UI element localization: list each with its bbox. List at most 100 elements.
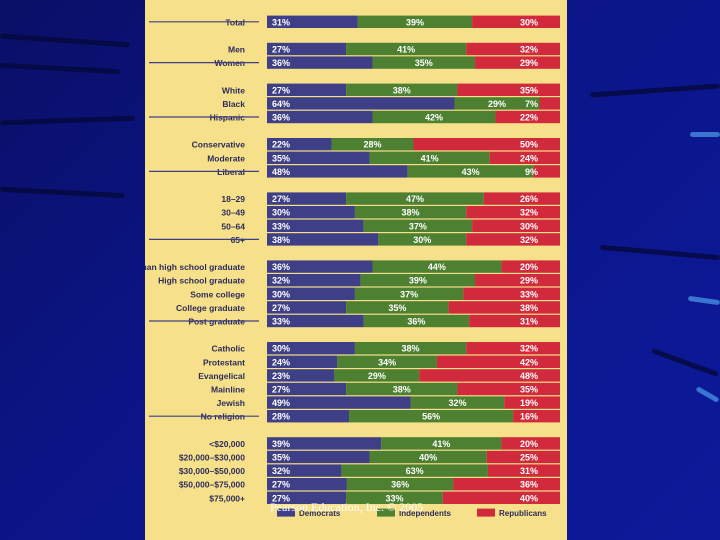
data-label: 41% bbox=[397, 45, 415, 55]
data-label: 38% bbox=[393, 385, 411, 395]
bar-democrats bbox=[267, 355, 338, 368]
data-label: 26% bbox=[520, 194, 538, 204]
data-label: 37% bbox=[400, 289, 418, 299]
bar-republicans bbox=[466, 42, 560, 56]
legend-label-republicans: Republicans bbox=[499, 509, 547, 518]
data-label: 39% bbox=[409, 276, 427, 286]
data-label: 19% bbox=[520, 398, 538, 408]
bar-democrats bbox=[267, 151, 370, 164]
data-label: 29% bbox=[488, 99, 506, 109]
data-label: 25% bbox=[520, 453, 538, 463]
data-label: 33% bbox=[272, 221, 290, 231]
data-label: 47% bbox=[406, 194, 424, 204]
bar-independents bbox=[407, 165, 534, 178]
data-label: 38% bbox=[402, 344, 420, 354]
bar-independents bbox=[354, 287, 464, 300]
row-label-mainline: Mainline bbox=[211, 385, 245, 395]
bar-democrats bbox=[267, 42, 347, 56]
data-label: 33% bbox=[272, 317, 290, 327]
bar-democrats bbox=[267, 192, 347, 205]
bar-democrats bbox=[267, 396, 411, 409]
data-label: 27% bbox=[272, 85, 290, 95]
bar-democrats bbox=[267, 314, 364, 328]
background-streak bbox=[690, 132, 720, 137]
data-label: 36% bbox=[272, 58, 290, 68]
data-label: 30% bbox=[272, 344, 290, 354]
data-label: 35% bbox=[388, 303, 406, 313]
data-label: 64% bbox=[272, 99, 290, 109]
bar-republicans bbox=[472, 219, 560, 232]
data-label: 39% bbox=[272, 439, 290, 449]
row-label-less-than-high-school-graduate: Less than high school graduate bbox=[145, 262, 245, 272]
bar-democrats bbox=[267, 464, 342, 477]
data-label: 40% bbox=[419, 453, 437, 463]
data-label: 35% bbox=[415, 58, 433, 68]
bar-independents bbox=[372, 110, 496, 124]
bar-republicans bbox=[513, 410, 560, 423]
bar-republicans bbox=[457, 382, 560, 396]
bar-independents bbox=[378, 233, 467, 246]
data-label: 30% bbox=[413, 235, 431, 245]
data-label: 7% bbox=[525, 99, 538, 109]
data-label: 27% bbox=[272, 480, 290, 490]
bar-republicans bbox=[436, 355, 560, 368]
bar-republicans bbox=[442, 491, 560, 504]
data-label: 20% bbox=[520, 439, 538, 449]
legend-swatch-democrats bbox=[277, 508, 295, 517]
row-label-catholic: Catholic bbox=[211, 344, 245, 354]
bar-independents bbox=[354, 206, 467, 219]
bar-democrats bbox=[267, 491, 347, 504]
bar-independents bbox=[346, 478, 454, 491]
data-label: 30% bbox=[520, 221, 538, 231]
data-label: 38% bbox=[402, 208, 420, 218]
background-streak bbox=[0, 186, 126, 199]
bar-democrats bbox=[267, 165, 408, 178]
row-label-moderate: Moderate bbox=[207, 153, 245, 163]
bar-independents bbox=[372, 56, 476, 69]
data-label: 41% bbox=[421, 153, 439, 163]
bar-democrats bbox=[267, 382, 347, 396]
data-label: 48% bbox=[520, 371, 538, 381]
bar-democrats bbox=[267, 478, 347, 491]
row-label-jewish: Jewish bbox=[217, 398, 245, 408]
data-label: 24% bbox=[520, 153, 538, 163]
row-label-men: Men bbox=[228, 45, 245, 55]
data-label: 22% bbox=[272, 140, 290, 150]
data-label: 50% bbox=[520, 140, 538, 150]
bar-democrats bbox=[267, 206, 355, 219]
bar-republicans bbox=[413, 138, 560, 151]
bar-independents bbox=[410, 396, 505, 409]
bar-republicans bbox=[539, 97, 560, 110]
background-streak bbox=[600, 244, 720, 261]
bar-independents bbox=[363, 314, 470, 328]
bar-independents bbox=[354, 342, 467, 355]
bar-democrats bbox=[267, 260, 373, 273]
data-label: 48% bbox=[272, 167, 290, 177]
data-label: 34% bbox=[378, 357, 396, 367]
data-label: 24% bbox=[272, 357, 290, 367]
row-label-some-college: Some college bbox=[190, 289, 245, 299]
row-label-white: White bbox=[222, 85, 245, 95]
bar-independents bbox=[369, 151, 490, 164]
data-label: 32% bbox=[520, 235, 538, 245]
data-label: 29% bbox=[520, 58, 538, 68]
bar-democrats bbox=[267, 83, 347, 96]
bar-republicans bbox=[533, 165, 560, 178]
bar-independents bbox=[346, 491, 443, 504]
data-label: 30% bbox=[520, 17, 538, 27]
row-label-30-000-50-000: $30,000–$50,000 bbox=[179, 466, 245, 476]
data-label: 27% bbox=[272, 493, 290, 503]
data-label: 27% bbox=[272, 303, 290, 313]
bar-democrats bbox=[267, 138, 332, 151]
data-label: 49% bbox=[272, 398, 290, 408]
data-label: 37% bbox=[409, 221, 427, 231]
bar-independents bbox=[346, 83, 458, 96]
data-label: 40% bbox=[520, 493, 538, 503]
bar-independents bbox=[346, 301, 449, 314]
bar-democrats bbox=[267, 301, 347, 314]
background-streak bbox=[0, 62, 121, 75]
bar-republicans bbox=[448, 301, 560, 314]
bar-democrats bbox=[267, 287, 355, 300]
data-label: 9% bbox=[525, 167, 538, 177]
bar-democrats bbox=[267, 110, 373, 124]
